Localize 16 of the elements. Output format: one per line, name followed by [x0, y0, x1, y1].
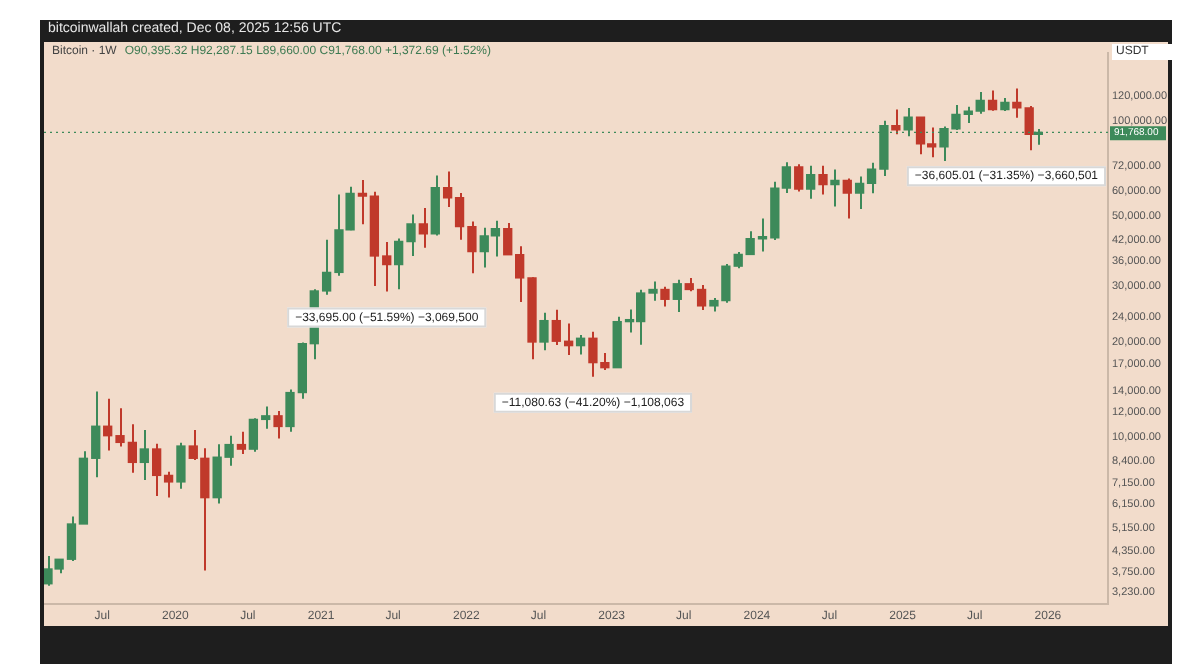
candlestick: [430, 174, 440, 237]
candlestick: [987, 89, 998, 112]
candlestick: [539, 311, 549, 352]
candlestick: [891, 108, 901, 136]
candlestick: [236, 430, 247, 455]
candlestick: [273, 409, 283, 440]
candlestick: [672, 278, 682, 314]
candlestick: [805, 164, 816, 200]
candlestick: [794, 163, 804, 193]
candlestick: [842, 177, 852, 220]
candlestick: [660, 285, 670, 308]
candlestick: [418, 206, 429, 249]
candlestick: [818, 164, 828, 196]
candlestick: [139, 429, 149, 482]
candlestick: [830, 168, 840, 208]
candlestick: [176, 441, 186, 490]
